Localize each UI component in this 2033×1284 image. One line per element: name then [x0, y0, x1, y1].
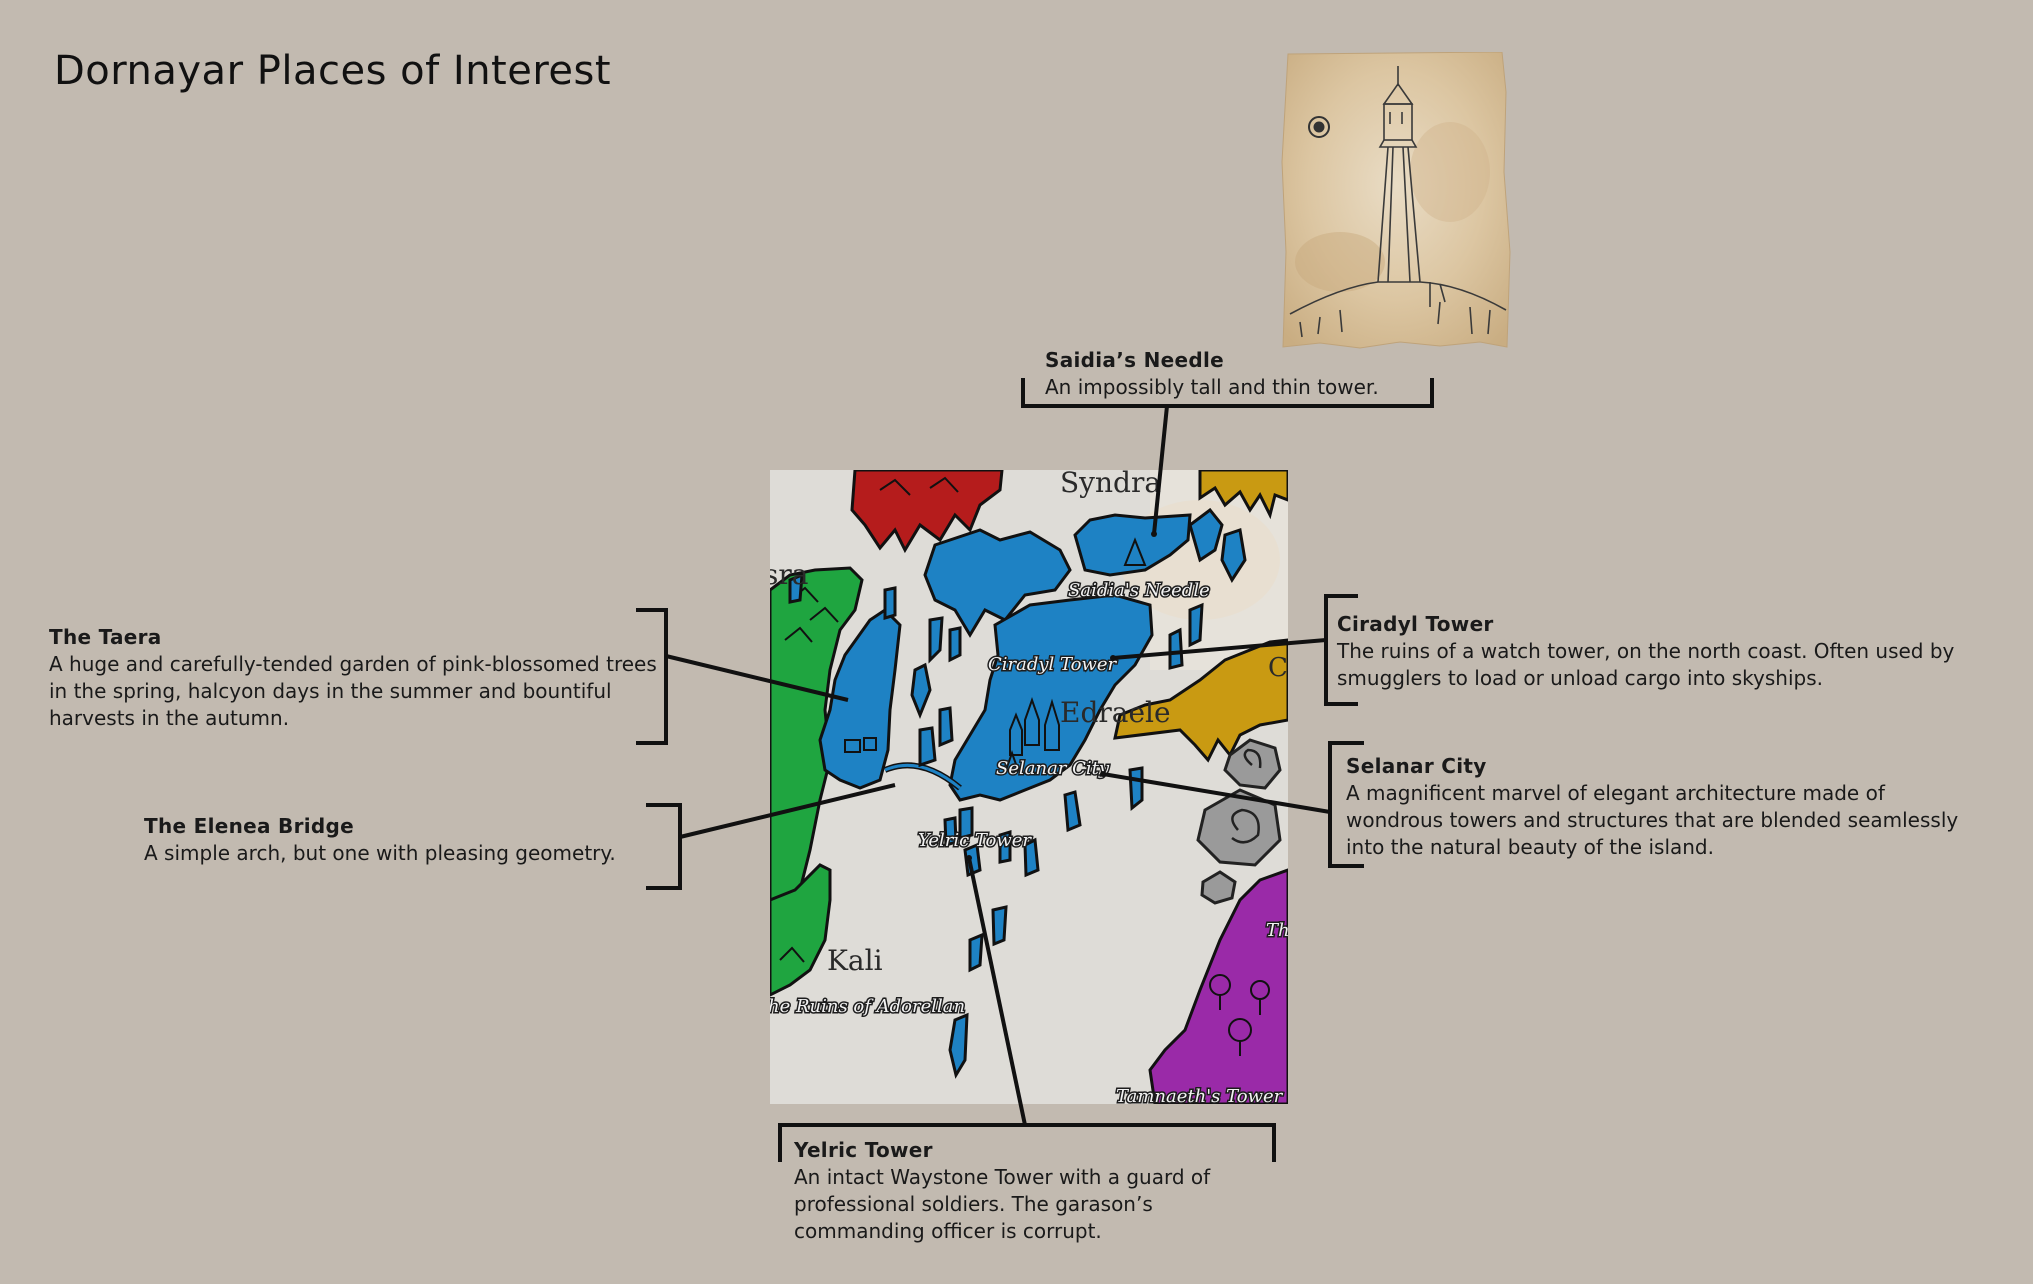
poi-description: An impossibly tall and thin tower.: [1045, 375, 1379, 399]
saidias-needle-sketch: [1281, 52, 1511, 349]
red-region: [850, 470, 1004, 554]
poi-name: Selanar City: [1346, 754, 1487, 778]
leader-ciradyl-tower: [1112, 638, 1327, 660]
poi-the-elenea-bridge: The Elenea Bridge A simple arch, but one…: [144, 813, 644, 867]
poi-description: An intact Waystone Tower with a guard of…: [794, 1165, 1211, 1243]
poi-name: Saidia’s Needle: [1045, 348, 1224, 372]
map-label-selanar-city: Selanar City: [996, 758, 1110, 779]
green-island-south: [770, 863, 832, 997]
poi-name: Yelric Tower: [794, 1138, 933, 1162]
tower-sketch-icon: [1289, 66, 1507, 338]
map-label-th: Th: [1266, 920, 1288, 941]
bracket-yelric-tower: [778, 1123, 1276, 1162]
sun-sketch-icon: [1308, 116, 1330, 138]
poi-ciradyl-tower: Ciradyl Tower The ruins of a watch tower…: [1337, 611, 2027, 692]
map-label-yelric-tower: Yelric Tower: [918, 830, 1032, 851]
tower-icons: [844, 537, 1147, 771]
map-label-saidias-needle: Saidia's Needle: [1068, 580, 1210, 601]
leader-selanar-city: [1102, 772, 1331, 814]
poi-name: Ciradyl Tower: [1337, 612, 1494, 636]
edraele-islands: [788, 507, 1247, 1079]
page-title: Dornayar Places of Interest: [54, 48, 612, 94]
map-label-edraele: Edraele: [1060, 696, 1171, 729]
poi-description: A magnificent marvel of elegant architec…: [1346, 781, 1959, 859]
leader-the-taera: [665, 654, 849, 702]
poi-name: The Elenea Bridge: [144, 814, 355, 838]
poi-selanar-city: Selanar City A magnificent marvel of ele…: [1346, 753, 1986, 861]
bracket-ciradyl-tower: [1324, 594, 1358, 706]
map-label-sra: sra: [770, 558, 808, 591]
map-label-ruins-of-adorellan: The Ruins of Adorellan: [770, 996, 965, 1017]
bracket-the-taera: [636, 608, 668, 745]
poi-description: A simple arch, but one with pleasing geo…: [144, 841, 616, 865]
map-label-kali: Kali: [827, 944, 883, 977]
leader-saidias-needle: [1152, 405, 1169, 535]
poi-the-taera: The Taera A huge and carefully-tended ga…: [49, 624, 661, 732]
map-label-tamnaeths-tower: Tamnaeth's Tower: [1116, 1086, 1284, 1104]
gold-region-top: [1198, 470, 1288, 520]
poi-description: The ruins of a watch tower, on the north…: [1337, 639, 1955, 690]
gold-region-right: [1113, 638, 1288, 763]
poi-name: The Taera: [49, 625, 162, 649]
purple-region: [1148, 868, 1288, 1104]
map-label-c: C: [1268, 653, 1288, 683]
map-label-syndra: Syndra: [1060, 470, 1161, 499]
poi-yelric-tower: Yelric Tower An intact Waystone Tower wi…: [794, 1137, 1264, 1245]
poi-saidias-needle: Saidia’s Needle An impossibly tall and t…: [1045, 347, 1445, 401]
edraele-map: Syndra Edraele Kali sra C Th Saidia's Ne…: [770, 470, 1288, 1104]
poi-description: A huge and carefully-tended garden of pi…: [49, 652, 657, 730]
map-label-ciradyl-tower: Ciradyl Tower: [988, 654, 1118, 675]
leader-the-elenea-bridge: [679, 783, 896, 839]
bracket-saidias-needle: [1021, 378, 1434, 408]
bracket-selanar-city: [1328, 741, 1364, 868]
leader-yelric-tower: [967, 857, 1027, 1126]
bracket-the-elenea-bridge: [646, 803, 682, 890]
parchment-paper: [1281, 52, 1511, 349]
